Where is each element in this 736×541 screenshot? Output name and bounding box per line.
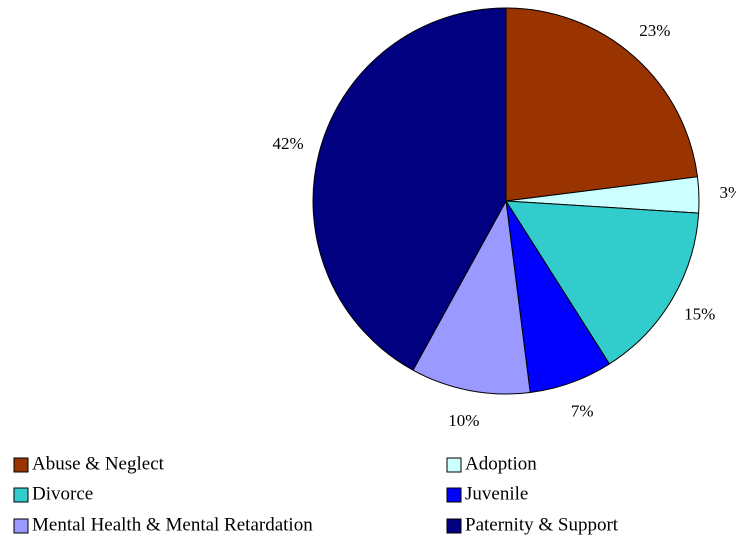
legend-label: Paternity & Support (465, 514, 619, 535)
data-label: 3% (720, 183, 736, 202)
legend-label: Juvenile (465, 483, 528, 504)
data-label: 10% (448, 411, 479, 430)
data-label: 42% (272, 134, 303, 153)
legend-swatch (13, 457, 29, 473)
legend-swatch (446, 487, 462, 503)
pie-slice (505, 200, 700, 365)
legend-label: Divorce (32, 483, 93, 504)
legend-swatch (446, 457, 462, 473)
legend-label: Mental Health & Mental Retardation (32, 514, 313, 535)
legend-swatch (446, 518, 462, 534)
legend-label: Abuse & Neglect (32, 453, 165, 474)
pie-slice (505, 7, 699, 202)
legend-swatch (13, 487, 29, 503)
data-label: 7% (571, 402, 594, 421)
legend-swatch (13, 518, 29, 534)
legend-label: Adoption (465, 453, 537, 474)
data-label: 23% (639, 21, 670, 40)
data-label: 15% (684, 304, 715, 323)
pie-slice (312, 7, 507, 371)
pie-slice (412, 199, 531, 395)
